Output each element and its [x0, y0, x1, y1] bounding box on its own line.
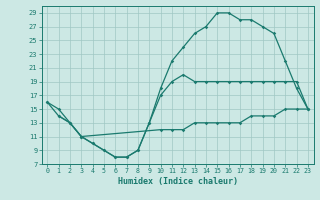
X-axis label: Humidex (Indice chaleur): Humidex (Indice chaleur): [118, 177, 237, 186]
